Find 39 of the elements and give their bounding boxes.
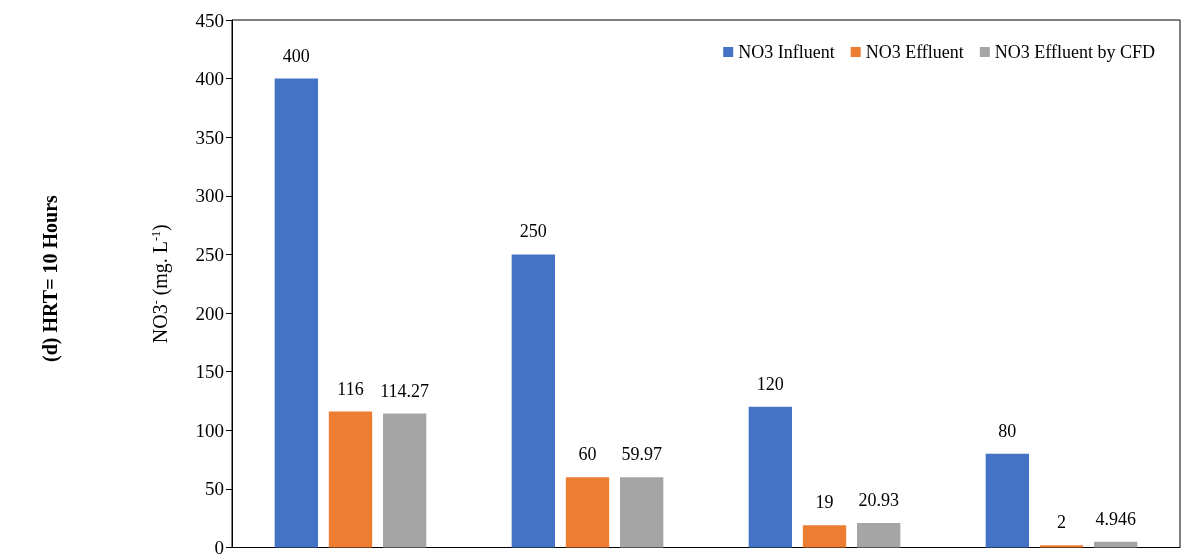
bar [274,78,318,548]
y-tick-label: 50 [205,478,224,500]
data-label: 80 [998,420,1017,441]
legend-label: NO3 Effluent by CFD [994,42,1156,62]
y-tick-label: 0 [214,537,224,557]
legend-label: NO3 Influent [738,42,835,62]
y-axis-title: NO3- (mg. L-1) [149,224,172,344]
bar [383,413,427,548]
data-label: 19 [815,492,834,513]
data-label: 114.27 [380,380,430,401]
y-tick-label: 100 [195,419,224,441]
text: (d) HRT= 10 Hours [39,194,62,362]
data-label: 116 [337,378,364,399]
bar [1094,541,1138,548]
data-label: 250 [519,221,547,242]
bar [857,522,901,548]
bar [802,525,847,548]
y-tick-label: 250 [195,243,224,265]
bar [748,406,792,548]
data-label: 4.946 [1095,508,1136,529]
y-tick-label: 300 [195,185,224,207]
data-label: 120 [756,373,784,394]
data-label: 59.97 [621,444,662,465]
data-label: 60 [578,444,597,465]
y-tick-label: 350 [195,126,224,148]
bar [985,453,1029,548]
y-tick-label: 400 [195,68,224,90]
bar [511,254,555,548]
y-tick-label: 450 [195,9,224,31]
data-label: 20.93 [858,489,899,510]
legend-label: NO3 Effluent [865,42,964,62]
data-label: 400 [282,45,310,66]
bar [1039,545,1084,548]
data-label: 2 [1057,512,1066,533]
bar [328,411,373,548]
y-tick-label: 200 [195,302,224,324]
y-tick-label: 150 [195,361,224,383]
bar [620,477,664,548]
bar [565,477,610,548]
